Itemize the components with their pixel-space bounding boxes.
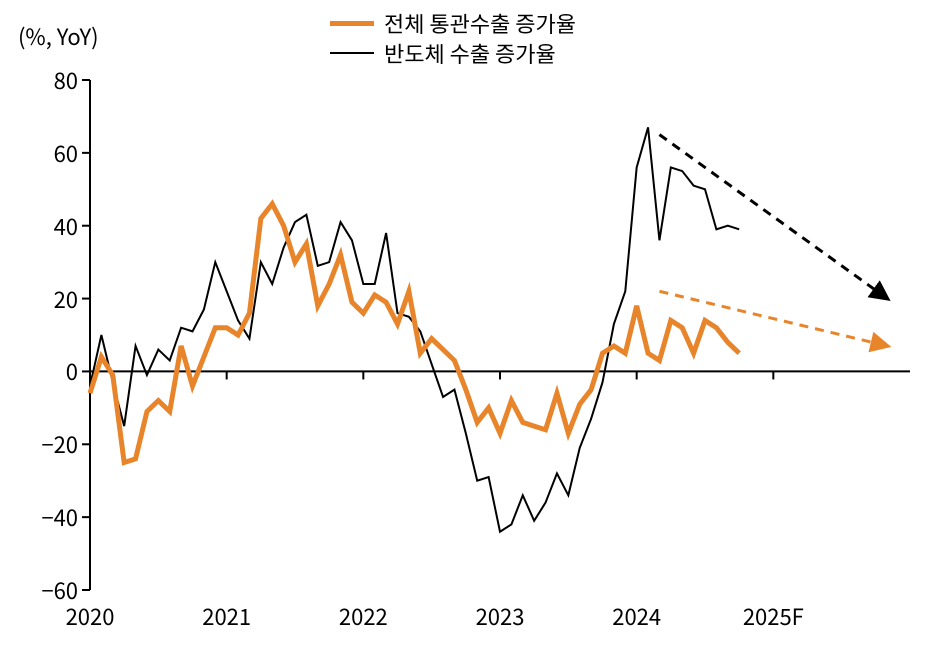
x-tick-label: 2020 — [66, 600, 115, 632]
x-tick-label: 2021 — [202, 600, 251, 632]
y-tick-label: 60 — [18, 137, 78, 169]
forecast-arrows — [659, 135, 887, 346]
y-tick-label: 20 — [18, 283, 78, 315]
x-tick-label: 2022 — [339, 600, 388, 632]
x-tick-label: 2025F — [743, 600, 804, 632]
y-tick-label: −40 — [18, 501, 78, 533]
export-growth-chart: (%, YoY) 전체 통관수출 증가율 반도체 수출 증가율 −60−40−2… — [0, 0, 933, 651]
y-tick-label: 0 — [18, 355, 78, 387]
chart-svg — [0, 0, 933, 651]
y-tick-label: 80 — [18, 64, 78, 96]
x-tick-label: 2023 — [476, 600, 525, 632]
data-series — [90, 127, 739, 531]
y-tick-label: −20 — [18, 428, 78, 460]
y-tick-label: 40 — [18, 210, 78, 242]
x-tick-label: 2024 — [612, 600, 661, 632]
